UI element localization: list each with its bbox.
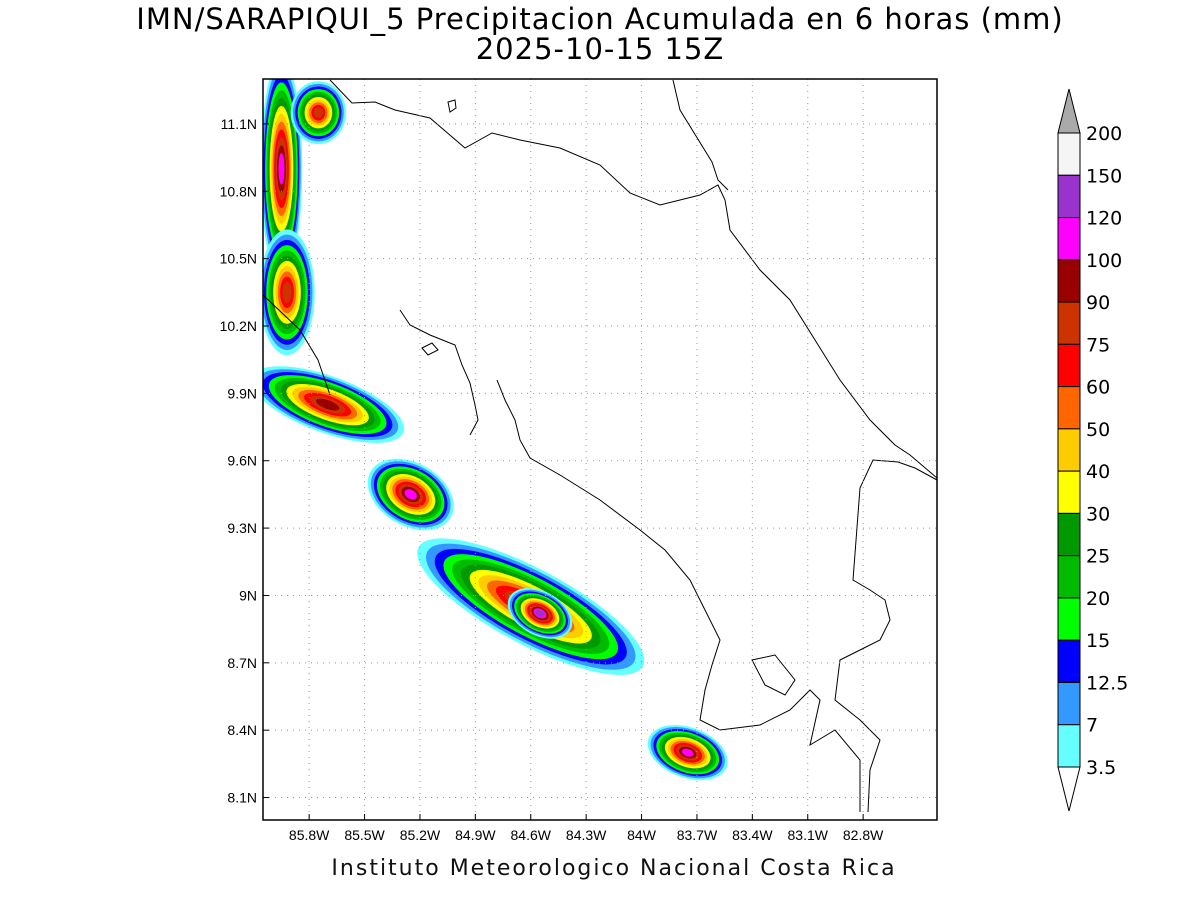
rain-contour: [278, 153, 285, 185]
rain-cell: [507, 588, 573, 639]
colorbar-label: 150: [1086, 165, 1122, 187]
colorbar-label: 200: [1086, 123, 1122, 145]
lon-tick-label: 82.8W: [843, 827, 884, 843]
colorbar-label: 50: [1086, 419, 1110, 441]
colorbar-swatch: [1057, 386, 1081, 430]
rain-contour: [313, 107, 324, 118]
colorbar-swatch: [1057, 174, 1081, 219]
rain-contour: [282, 281, 292, 303]
colorbar-label: 25: [1086, 546, 1110, 568]
lat-tick-label: 9.3N: [227, 520, 257, 536]
coastline: [263, 79, 937, 813]
latitude-labels: 11.1N 10.8N 10.5N 10.2N 9.9N 9.6N 9.3N 9N 8.7N 8.…: [220, 116, 257, 806]
lat-tick-label: 11.1N: [221, 116, 257, 132]
rain-contour: [682, 748, 694, 757]
colorbar-swatch: [1057, 343, 1081, 388]
rain-cell: [263, 366, 405, 443]
rain-contour: [315, 398, 340, 411]
lat-tick-label: 8.7N: [227, 655, 257, 671]
lon-tick-label: 84.9W: [455, 827, 496, 843]
precipitation-field: [263, 79, 728, 781]
colorbar-label: 15: [1086, 630, 1110, 652]
colorbar-label: 120: [1086, 208, 1122, 230]
colorbar-label: 100: [1086, 250, 1122, 272]
lon-tick-label: 84.3W: [566, 827, 607, 843]
lat-tick-label: 10.8N: [220, 183, 257, 199]
colorbar-swatch: [1057, 428, 1081, 472]
map-datetime: 2025-10-15 15Z: [475, 32, 725, 66]
colorbar-max-arrow: [1057, 88, 1081, 134]
colorbar-swatch: [1057, 597, 1081, 641]
lat-tick-label: 8.1N: [227, 790, 257, 806]
lon-tick-label: 83.1W: [788, 827, 829, 843]
longitude-labels: 85.8W 85.5W 85.2W 84.9W 84.6W 84.3W 84W 83.7W 83…: [289, 827, 884, 843]
lat-tick-label: 10.2N: [220, 318, 257, 334]
lon-tick-label: 84.6W: [511, 827, 552, 843]
rain-cell: [290, 81, 347, 145]
rain-contour: [535, 610, 545, 617]
colorbar-min-arrow: [1057, 766, 1081, 812]
plot-frame: [262, 78, 938, 821]
lon-tick-label: 85.2W: [400, 827, 441, 843]
colorbar-label: 40: [1086, 461, 1110, 483]
colorbar-swatch: [1057, 301, 1081, 345]
colorbar-swatch: [1057, 724, 1081, 768]
rain-cell: [647, 725, 728, 781]
colorbar-label: 60: [1086, 377, 1110, 399]
colorbar-swatch: [1057, 132, 1081, 176]
colorbar-swatch: [1057, 259, 1081, 303]
rain-cell: [367, 458, 454, 531]
map-title: IMN/SARAPIQUI_5 Precipitacion Acumulada …: [136, 2, 1064, 36]
rain-cell: [263, 229, 315, 356]
credit-footer: Instituto Meteorologico Nacional Costa R…: [331, 856, 897, 881]
colorbar-swatch: [1057, 512, 1081, 557]
colorbar-label: 12.5: [1086, 672, 1128, 694]
colorbar-label: 7: [1086, 715, 1098, 737]
lon-tick-label: 84W: [627, 827, 657, 843]
colorbar-label: 3.5: [1086, 757, 1116, 779]
lon-tick-label: 85.5W: [344, 827, 385, 843]
lon-tick-label: 85.8W: [289, 827, 330, 843]
colorbar-swatch: [1057, 470, 1081, 514]
lat-lon-grid: [263, 79, 937, 820]
lat-tick-label: 10.5N: [220, 251, 257, 267]
colorbar-swatch: [1057, 681, 1081, 726]
lat-tick-label: 8.4N: [227, 722, 257, 738]
lon-tick-label: 83.4W: [732, 827, 773, 843]
colorbar-label: 20: [1086, 588, 1110, 610]
colorbar: 200 150 120 100 90 75 60 50 40 30 25 20 15 12.5 7 3.5: [1057, 88, 1128, 812]
lat-tick-label: 9.9N: [227, 385, 257, 401]
colorbar-label: 90: [1086, 292, 1110, 314]
lat-tick-label: 9.6N: [227, 453, 257, 469]
lat-tick-label: 9N: [239, 587, 257, 603]
lon-tick-label: 83.7W: [677, 827, 718, 843]
colorbar-label: 75: [1086, 334, 1110, 356]
colorbar-swatch: [1057, 555, 1081, 599]
rain-cell: [263, 79, 303, 279]
colorbar-swatch: [1057, 217, 1081, 261]
colorbar-label: 30: [1086, 503, 1110, 525]
rain-contour: [404, 489, 417, 500]
colorbar-swatch: [1057, 639, 1081, 683]
